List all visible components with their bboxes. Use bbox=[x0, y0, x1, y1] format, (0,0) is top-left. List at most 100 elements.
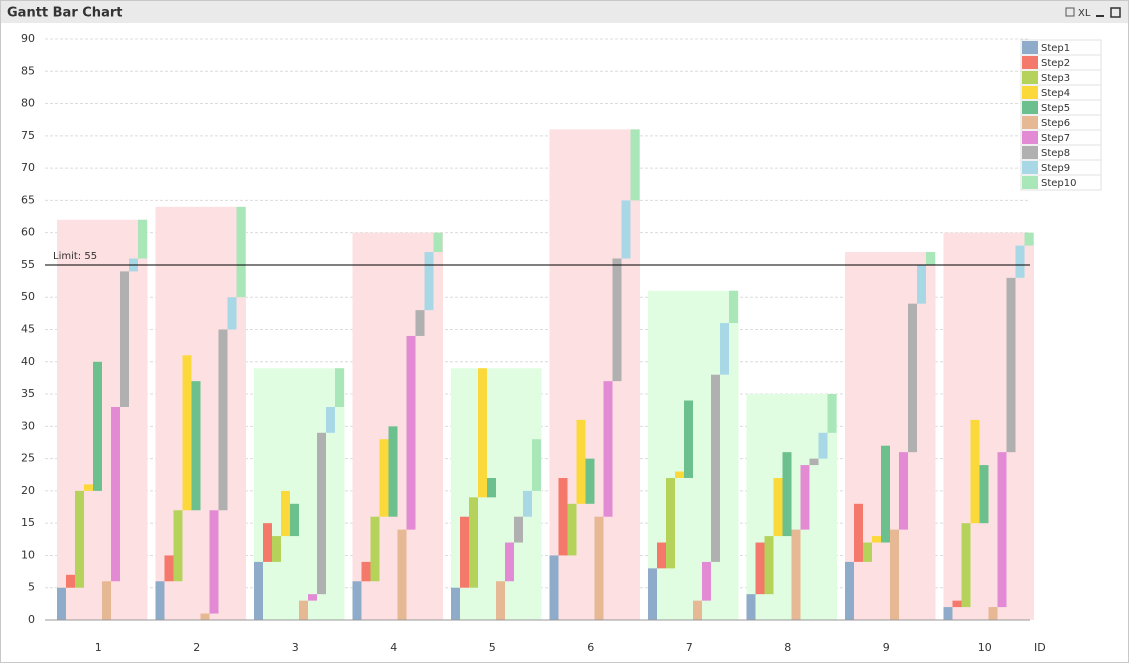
step-bar bbox=[93, 361, 102, 491]
step-bar bbox=[263, 523, 272, 562]
y-tick-label: 30 bbox=[21, 419, 35, 432]
legend-label: Step1 bbox=[1041, 43, 1070, 54]
step-bar bbox=[926, 252, 935, 265]
legend-label: Step9 bbox=[1041, 163, 1070, 174]
step-bar bbox=[666, 477, 675, 569]
step-bar bbox=[361, 561, 371, 582]
legend-swatch bbox=[1022, 41, 1038, 54]
legend-swatch bbox=[1022, 176, 1038, 189]
step-bar bbox=[406, 335, 416, 530]
x-tick-label: 4 bbox=[390, 641, 397, 654]
xl-icon[interactable]: XL bbox=[1078, 8, 1091, 19]
y-tick-label: 20 bbox=[21, 484, 35, 497]
step-bar bbox=[209, 510, 219, 614]
step-bar bbox=[66, 574, 75, 588]
y-tick-label: 40 bbox=[21, 355, 35, 368]
step-bar bbox=[702, 561, 711, 601]
step-bar bbox=[827, 394, 837, 433]
step-bar bbox=[451, 587, 460, 620]
window-title: Gantt Bar Chart bbox=[7, 6, 122, 21]
step-bar bbox=[182, 355, 192, 511]
step-bar bbox=[764, 536, 774, 595]
x-tick-label: 5 bbox=[489, 641, 496, 654]
step-bar bbox=[818, 432, 828, 459]
step-bar bbox=[612, 258, 622, 382]
step-bar bbox=[75, 490, 84, 588]
legend-row bbox=[1020, 174, 1102, 191]
step-bar bbox=[290, 503, 299, 537]
step-bar bbox=[755, 542, 765, 595]
step-bar bbox=[200, 613, 210, 620]
step-bar bbox=[567, 503, 577, 556]
x-tick-label: 1 bbox=[95, 641, 102, 654]
y-tick-label: 10 bbox=[21, 548, 35, 561]
step-bar bbox=[379, 439, 389, 517]
x-tick-label: 3 bbox=[292, 641, 299, 654]
legend-swatch bbox=[1022, 71, 1038, 84]
step-bar bbox=[881, 445, 890, 543]
step-bar bbox=[227, 297, 237, 330]
step-bar bbox=[514, 516, 523, 543]
step-bar bbox=[173, 510, 183, 582]
step-bar bbox=[845, 561, 854, 620]
step-bar bbox=[729, 290, 738, 324]
step-bar bbox=[782, 452, 792, 537]
step-bar bbox=[773, 477, 783, 537]
x-tick-label: 2 bbox=[193, 641, 200, 654]
y-tick-label: 70 bbox=[21, 161, 35, 174]
step-bar bbox=[1024, 232, 1034, 246]
y-tick-label: 85 bbox=[21, 64, 35, 77]
step-bar bbox=[254, 561, 263, 620]
step-bar bbox=[952, 600, 962, 608]
legend-swatch bbox=[1022, 56, 1038, 69]
step-bar bbox=[138, 219, 147, 259]
step-bar bbox=[102, 581, 111, 620]
y-tick-label: 90 bbox=[21, 32, 35, 45]
step-bar bbox=[558, 477, 568, 556]
legend-swatch bbox=[1022, 116, 1038, 129]
step-bar bbox=[424, 252, 434, 311]
step-bar bbox=[532, 439, 541, 491]
legend-swatch bbox=[1022, 161, 1038, 174]
y-tick-label: 35 bbox=[21, 387, 35, 400]
legend-label: Step7 bbox=[1041, 133, 1070, 144]
step-bar bbox=[326, 406, 335, 433]
step-bar bbox=[961, 523, 971, 608]
y-tick-label: 65 bbox=[21, 193, 35, 206]
step-bar bbox=[576, 419, 586, 504]
x-tick-label: 7 bbox=[686, 641, 693, 654]
step-bar bbox=[433, 232, 443, 253]
total-bar bbox=[155, 206, 246, 620]
x-tick-label: 10 bbox=[978, 641, 992, 654]
step-bar bbox=[720, 323, 729, 375]
step-bar bbox=[496, 581, 505, 620]
limit-label: Limit: 55 bbox=[53, 251, 97, 262]
step-bar bbox=[746, 594, 756, 620]
y-tick-label: 45 bbox=[21, 323, 35, 336]
step-bar bbox=[594, 516, 604, 620]
step-bar bbox=[899, 452, 908, 530]
legend-label: Step4 bbox=[1041, 88, 1070, 99]
maximize-icon[interactable] bbox=[1110, 7, 1121, 18]
legend-label: Step6 bbox=[1041, 118, 1070, 129]
step-bar bbox=[191, 381, 201, 511]
step-bar bbox=[684, 400, 693, 478]
step-bar bbox=[979, 465, 989, 524]
step-bar bbox=[308, 594, 317, 601]
step-bar bbox=[111, 406, 120, 582]
total-bar bbox=[254, 368, 345, 620]
step-bar bbox=[791, 529, 801, 620]
y-tick-label: 60 bbox=[21, 226, 35, 239]
x-tick-label: 9 bbox=[883, 641, 890, 654]
legend-swatch bbox=[1022, 101, 1038, 114]
y-tick-label: 55 bbox=[21, 258, 35, 271]
step-bar bbox=[352, 581, 362, 620]
step-bar bbox=[236, 206, 246, 298]
step-bar bbox=[917, 264, 926, 304]
print-icon[interactable] bbox=[1065, 7, 1075, 17]
title-bar bbox=[1, 1, 1128, 23]
y-tick-label: 5 bbox=[28, 581, 35, 594]
step-bar bbox=[997, 452, 1007, 608]
